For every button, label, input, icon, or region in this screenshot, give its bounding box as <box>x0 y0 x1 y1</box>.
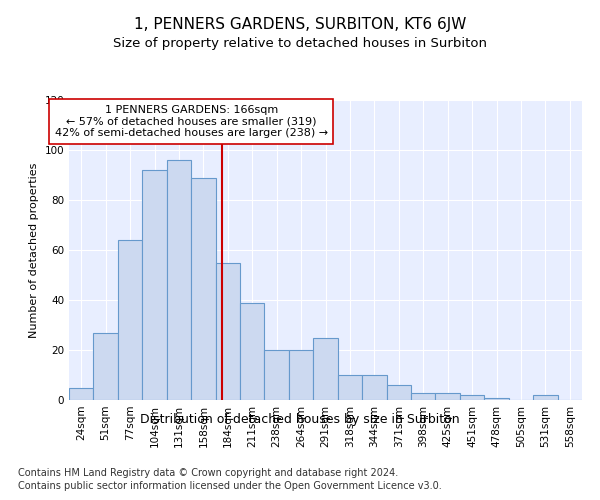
Bar <box>118 240 142 400</box>
Text: Contains HM Land Registry data © Crown copyright and database right 2024.: Contains HM Land Registry data © Crown c… <box>18 468 398 477</box>
Y-axis label: Number of detached properties: Number of detached properties <box>29 162 39 338</box>
Bar <box>386 385 411 400</box>
Bar <box>69 388 94 400</box>
Bar <box>484 398 509 400</box>
Bar <box>436 392 460 400</box>
Bar <box>362 375 386 400</box>
Bar <box>313 338 338 400</box>
Bar <box>215 262 240 400</box>
Bar <box>265 350 289 400</box>
Text: Contains public sector information licensed under the Open Government Licence v3: Contains public sector information licen… <box>18 481 442 491</box>
Text: 1 PENNERS GARDENS: 166sqm
← 57% of detached houses are smaller (319)
42% of semi: 1 PENNERS GARDENS: 166sqm ← 57% of detac… <box>55 105 328 138</box>
Bar <box>191 178 215 400</box>
Bar <box>460 395 484 400</box>
Text: 1, PENNERS GARDENS, SURBITON, KT6 6JW: 1, PENNERS GARDENS, SURBITON, KT6 6JW <box>134 18 466 32</box>
Bar <box>338 375 362 400</box>
Bar <box>94 332 118 400</box>
Bar <box>240 302 265 400</box>
Text: Distribution of detached houses by size in Surbiton: Distribution of detached houses by size … <box>140 412 460 426</box>
Bar <box>167 160 191 400</box>
Text: Size of property relative to detached houses in Surbiton: Size of property relative to detached ho… <box>113 38 487 51</box>
Bar <box>411 392 436 400</box>
Bar <box>533 395 557 400</box>
Bar <box>289 350 313 400</box>
Bar <box>142 170 167 400</box>
